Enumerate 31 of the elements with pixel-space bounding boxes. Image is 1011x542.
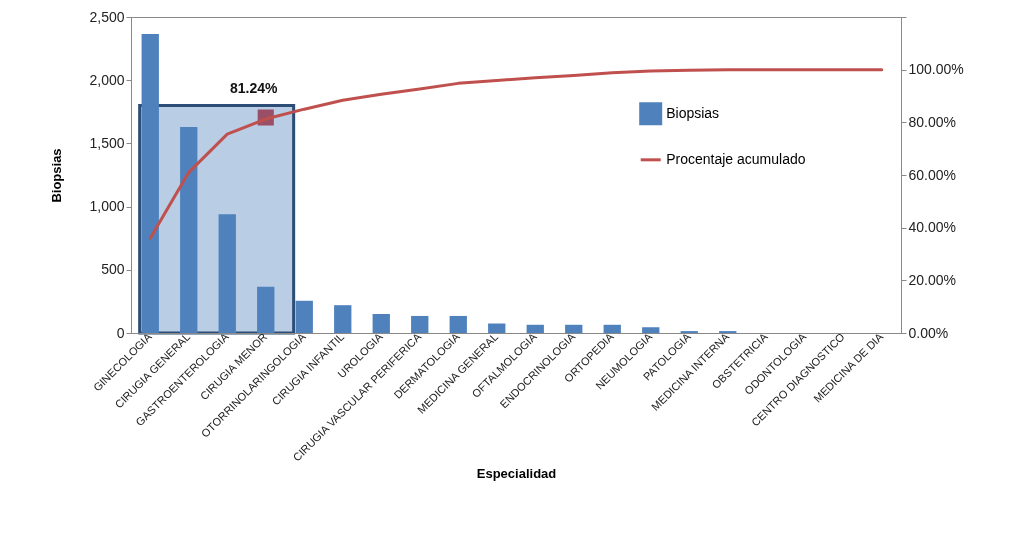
y2-tick-label: 40.00% <box>908 219 956 236</box>
bar <box>449 315 467 333</box>
legend-label: Biopsias <box>666 104 720 121</box>
y2-tick-label: 0.00% <box>908 324 949 341</box>
bar <box>488 323 506 333</box>
bar <box>218 214 236 333</box>
y2-tick-label: 20.00% <box>908 271 956 288</box>
y-axis-title: Biopsias <box>49 148 65 203</box>
y-tick-label: 500 <box>101 261 125 278</box>
bar <box>372 314 390 333</box>
y-tick-label: 1,500 <box>89 134 125 151</box>
annotation: 81.24% <box>230 80 279 97</box>
bar <box>411 315 429 333</box>
bar <box>642 327 660 333</box>
y-tick-label: 1,000 <box>89 198 125 215</box>
bar <box>141 34 159 333</box>
y-tick-label: 2,500 <box>89 8 125 25</box>
bar <box>565 324 583 333</box>
bar <box>257 286 275 333</box>
y-tick-label: 2,000 <box>89 71 125 88</box>
y2-tick-label: 60.00% <box>908 166 956 183</box>
y2-tick-label: 100.00% <box>908 61 964 78</box>
bar <box>180 126 198 333</box>
bar <box>526 324 544 333</box>
bar <box>334 305 352 333</box>
bar <box>603 324 621 333</box>
legend-label: Procentaje acumulado <box>666 150 806 167</box>
bar <box>295 300 313 333</box>
x-axis-title: Especialidad <box>476 465 557 481</box>
y2-tick-label: 80.00% <box>908 113 956 130</box>
line-series <box>148 68 884 240</box>
